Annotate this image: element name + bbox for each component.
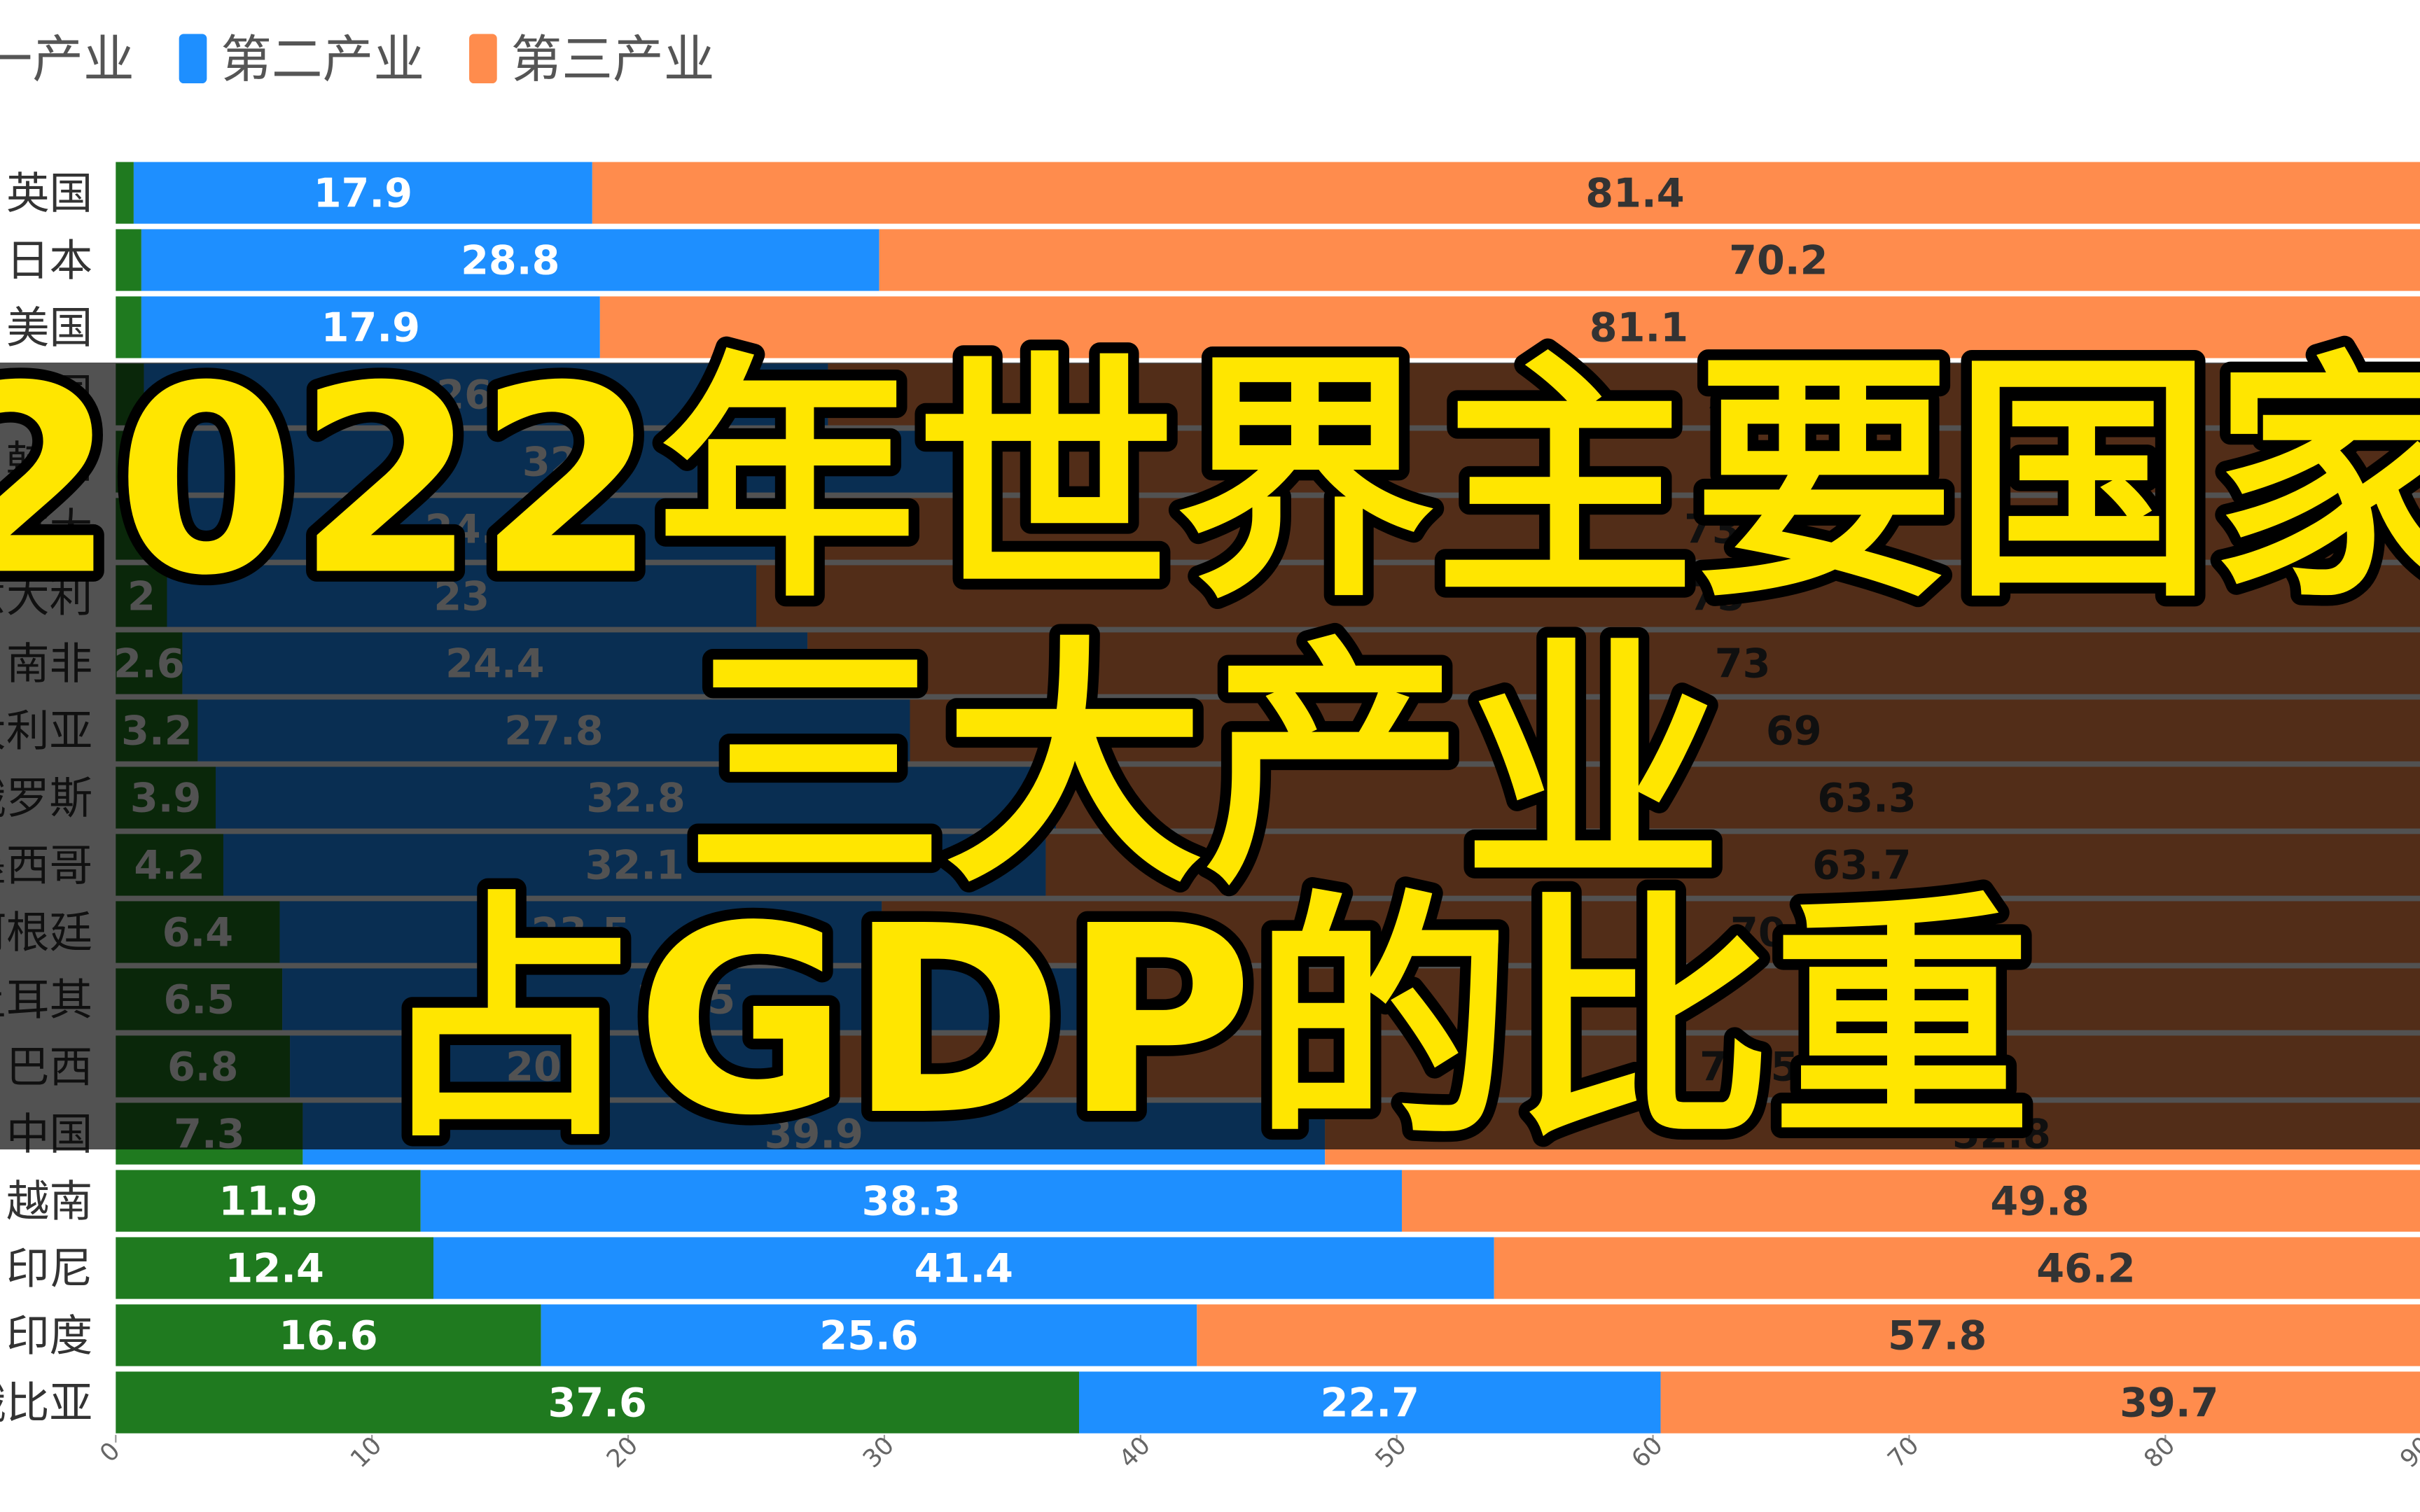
bar-segment xyxy=(1494,1237,2420,1299)
bar-segment xyxy=(592,162,2420,224)
bar-segment xyxy=(879,229,2420,291)
x-tick-label: 40 xyxy=(1113,1431,1156,1474)
legend-label: 第二产业 xyxy=(221,30,424,90)
data-label: 81.1 xyxy=(1590,304,1688,351)
data-label: 17.9 xyxy=(314,169,412,216)
x-tick-label: 80 xyxy=(2139,1431,2181,1474)
legend-swatch xyxy=(469,34,497,84)
data-label: 28.8 xyxy=(461,237,559,284)
bar-segment xyxy=(1402,1170,2420,1232)
y-tick-label: 印度 xyxy=(6,1311,92,1362)
data-label: 39.7 xyxy=(2120,1379,2218,1426)
y-tick-label: 印尼 xyxy=(6,1244,92,1294)
data-label: 25.6 xyxy=(819,1312,918,1359)
x-tick-label: 60 xyxy=(1626,1431,1669,1474)
data-label: 17.9 xyxy=(321,304,420,351)
x-tick-label: 50 xyxy=(1370,1431,1412,1474)
legend-label: 第三产业 xyxy=(511,30,715,90)
overlay xyxy=(0,362,2420,1150)
bar-segment xyxy=(133,162,592,224)
x-tick-label: 70 xyxy=(1882,1431,1925,1474)
title-line: 占GDP的比重 xyxy=(376,871,2031,1172)
bar-segment xyxy=(599,296,2420,358)
x-tick-label: 10 xyxy=(345,1431,388,1474)
bar-segment xyxy=(116,296,141,358)
bar-segment xyxy=(541,1304,1197,1366)
bar-segment xyxy=(116,162,134,224)
data-label: 81.4 xyxy=(1585,169,1684,216)
legend-swatch xyxy=(179,34,207,84)
data-label: 22.7 xyxy=(1321,1379,1419,1426)
title-line: 2022年世界主要国家 xyxy=(0,331,2420,633)
y-tick-label: 日本 xyxy=(6,236,92,286)
data-label: 57.8 xyxy=(1888,1312,1987,1359)
x-tick-label: 0 xyxy=(95,1436,126,1468)
y-tick-label: 美国 xyxy=(6,303,92,354)
data-label: 70.2 xyxy=(1729,237,1828,284)
bar-segment xyxy=(1197,1304,2420,1366)
y-tick-label: 英国 xyxy=(6,169,92,219)
legend-label: 第一产业 xyxy=(0,30,134,90)
title-line: 三大产业 xyxy=(686,616,1723,918)
data-label: 12.4 xyxy=(225,1245,324,1292)
data-label: 41.4 xyxy=(915,1245,1013,1292)
data-label: 16.6 xyxy=(279,1312,377,1359)
bar-segment xyxy=(116,1237,433,1299)
bar-segment xyxy=(116,1304,541,1366)
data-label: 46.2 xyxy=(2036,1245,2135,1292)
bar-segment xyxy=(141,229,879,291)
bar-segment xyxy=(1079,1371,1661,1434)
x-tick-label: 90 xyxy=(2395,1431,2420,1474)
bar-segment xyxy=(116,1170,421,1232)
x-tick-label: 20 xyxy=(601,1431,644,1474)
data-label: 37.6 xyxy=(548,1379,646,1426)
data-label: 49.8 xyxy=(1990,1177,2089,1224)
bar-segment xyxy=(141,296,600,358)
x-tick-label: 30 xyxy=(857,1431,900,1474)
bar-segment xyxy=(116,229,141,291)
bar-segment xyxy=(433,1237,1494,1299)
data-label: 11.9 xyxy=(218,1177,317,1224)
bar-segment xyxy=(116,1371,1080,1434)
bar-segment xyxy=(420,1170,1403,1232)
y-tick-label: 埃塞俄比亚 xyxy=(0,1378,92,1429)
data-label: 38.3 xyxy=(862,1177,961,1224)
bar-segment xyxy=(1660,1371,2420,1434)
y-tick-label: 越南 xyxy=(6,1177,92,1227)
